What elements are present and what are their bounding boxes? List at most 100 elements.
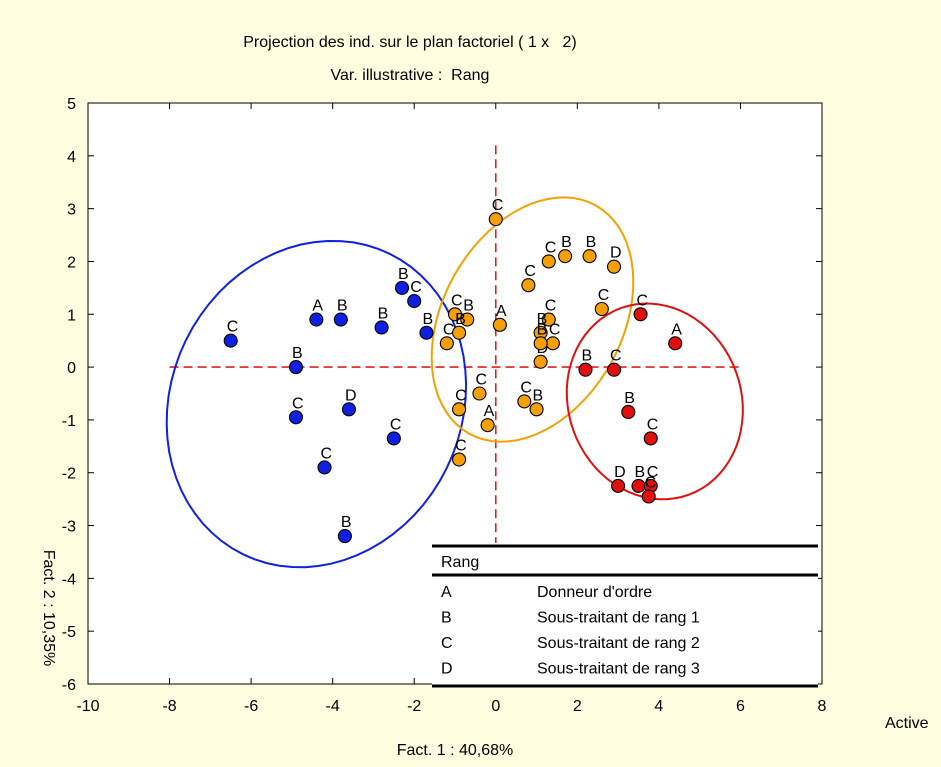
legend-label: Sous-traitant de rang 3 [537, 661, 700, 678]
confidence-ellipse-red [565, 302, 744, 501]
data-point-label: B [537, 321, 548, 338]
chart-title: Projection des ind. sur le plan factorie… [243, 34, 577, 51]
data-point [521, 278, 536, 293]
x-tick-label: 2 [573, 698, 582, 715]
data-point-label: C [292, 395, 304, 412]
data-point-label: C [492, 197, 504, 214]
data-point-label: C [524, 263, 536, 280]
x-tick-label: -2 [407, 698, 421, 715]
data-point [480, 418, 495, 433]
data-point-label: B [624, 390, 635, 407]
data-point [643, 431, 658, 446]
data-point [488, 212, 503, 227]
data-point [333, 312, 348, 327]
data-point [452, 325, 467, 340]
data-point [558, 249, 573, 264]
data-point [419, 325, 434, 340]
data-point [533, 336, 548, 351]
data-point-label: C [645, 474, 657, 491]
data-point-label: B [422, 311, 433, 328]
data-point [582, 249, 597, 264]
active-label: Active [885, 715, 929, 732]
data-point-label: C [637, 292, 649, 309]
data-point [288, 360, 304, 375]
data-point [394, 280, 410, 295]
data-point [606, 259, 622, 274]
data-point [374, 320, 389, 335]
data-point-label: C [410, 279, 422, 296]
data-point-label: A [671, 321, 682, 338]
data-point [594, 301, 609, 317]
data-point-label: B [455, 311, 466, 328]
data-point [541, 312, 556, 327]
data-point-label: A [496, 303, 507, 320]
data-point-label: C [545, 239, 557, 256]
data-point-label: C [443, 321, 455, 338]
data-point [288, 410, 304, 425]
data-point [341, 402, 357, 417]
y-tick-label: -4 [62, 571, 76, 588]
x-tick-label: 4 [654, 698, 663, 715]
data-point [545, 336, 560, 351]
data-point-label: B [378, 305, 389, 322]
data-point-label: C [520, 379, 532, 396]
data-point [578, 362, 593, 377]
legend-label: Sous-traitant de rang 2 [537, 635, 700, 652]
data-point-label: C [321, 445, 333, 462]
y-tick-label: 0 [67, 360, 76, 377]
data-point-label: C [647, 464, 659, 481]
data-point [541, 254, 556, 269]
data-point-label: B [341, 514, 352, 531]
data-point-label: A [312, 298, 323, 315]
legend-title: Rang [441, 554, 479, 571]
y-tick-label: -1 [62, 413, 76, 430]
data-point [452, 402, 467, 417]
data-point-label: C [455, 438, 467, 455]
legend-code: A [441, 584, 452, 601]
x-tick-label: -4 [326, 698, 340, 715]
data-point-label: B [561, 234, 572, 251]
data-point-label: C [647, 416, 659, 433]
x-tick-label: 8 [818, 698, 827, 715]
data-point [633, 307, 648, 322]
data-point [452, 452, 467, 467]
data-point-label: D [345, 387, 357, 404]
data-point [460, 312, 475, 327]
data-point [309, 312, 324, 327]
data-point [606, 362, 622, 377]
x-tick-label: -6 [244, 698, 258, 715]
y-tick-label: 3 [67, 202, 76, 219]
confidence-ellipse-blue [165, 239, 468, 569]
data-point [668, 336, 683, 351]
data-point [621, 404, 636, 420]
legend-code: D [441, 661, 453, 678]
data-point [631, 478, 646, 493]
data-point [337, 529, 352, 544]
chart-subtitle: Var. illustrative : Rang [331, 67, 490, 84]
data-point-label: B [537, 311, 548, 328]
data-point [611, 478, 626, 493]
data-point [641, 489, 656, 504]
data-point-label: C [475, 372, 487, 389]
y-tick-label: 2 [67, 254, 76, 271]
data-point-label: C [455, 387, 467, 404]
x-tick-label: 6 [736, 698, 745, 715]
y-tick-label: 4 [67, 149, 76, 166]
legend: Rang A Donneur d'ordre B Sous-traitant de r… [432, 543, 818, 688]
data-point-label: B [337, 298, 348, 315]
data-point [223, 333, 238, 348]
legend-label: Donneur d'ordre [537, 584, 652, 601]
data-point-label: C [390, 416, 402, 433]
data-point-label: C [227, 319, 239, 336]
data-point [492, 317, 507, 332]
y-axis-label: Fact. 2 : 10,35% [40, 550, 57, 667]
data-point [407, 294, 422, 309]
data-point-label: B [398, 266, 409, 283]
y-tick-label: -2 [62, 466, 76, 483]
data-point-label: B [463, 298, 474, 315]
data-point-label: B [292, 345, 303, 362]
data-point [447, 307, 463, 322]
data-point-label: C [610, 348, 622, 365]
data-point [439, 336, 454, 351]
data-point-label: C [549, 321, 561, 338]
